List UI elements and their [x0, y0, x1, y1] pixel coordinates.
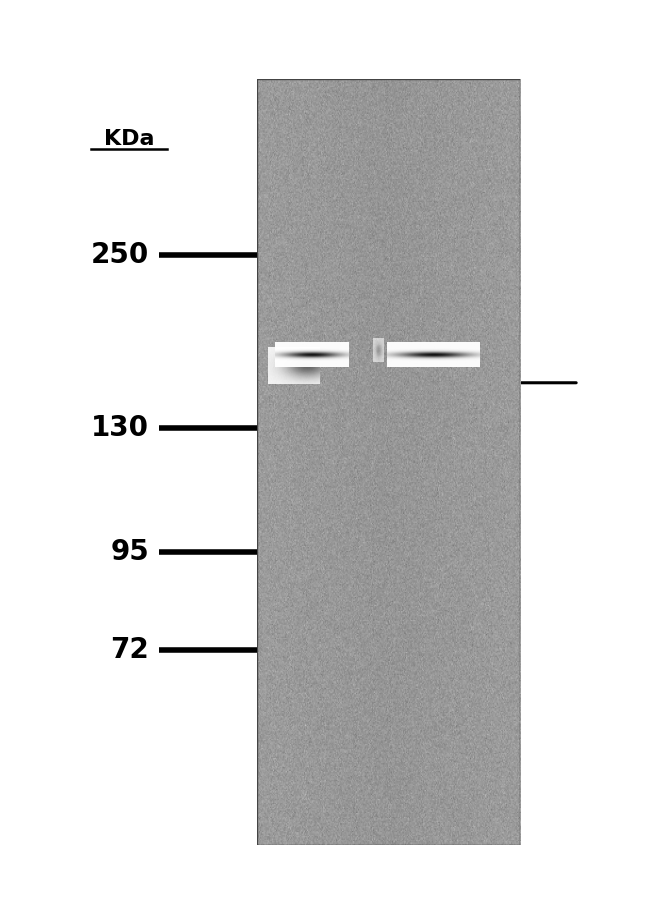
- Text: 130: 130: [91, 414, 150, 443]
- Text: B: B: [399, 113, 419, 140]
- Text: 250: 250: [91, 241, 150, 269]
- Text: KDa: KDa: [104, 128, 154, 149]
- Text: A: A: [316, 113, 335, 140]
- Text: 95: 95: [111, 539, 150, 566]
- Text: 72: 72: [111, 636, 150, 663]
